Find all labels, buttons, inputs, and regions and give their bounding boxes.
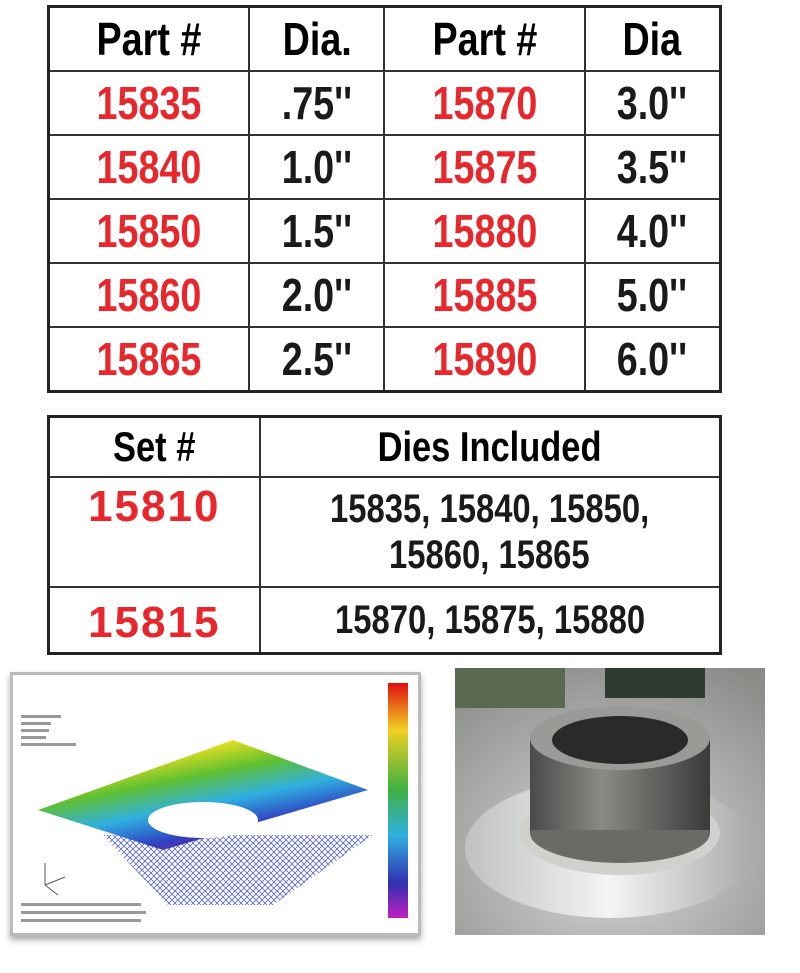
- header-label: Dies Included: [377, 423, 602, 470]
- table-row: 15840 1.0'' 15875 3.5'': [47, 134, 722, 200]
- cell-value: 15885: [432, 269, 537, 321]
- cell-value: 1.5'': [281, 205, 353, 257]
- table-row: 15850 1.5'' 15880 4.0'': [47, 198, 722, 264]
- dies-line: 15835, 15840, 15850,: [330, 487, 650, 531]
- header-label: Dia: [622, 13, 682, 65]
- table-row: 15835 .75'' 15870 3.0'': [47, 70, 722, 136]
- cell-value: 2.5'': [281, 333, 353, 385]
- diameter-cell: 3.0'': [583, 70, 722, 136]
- header-set: Set #: [47, 415, 261, 478]
- header-dia-1: Dia.: [248, 5, 386, 72]
- cell-value: 3.5'': [617, 141, 688, 193]
- table-row: 15860 2.0'' 15885 5.0'': [47, 262, 722, 328]
- cell-value: 15860: [96, 269, 202, 321]
- cell-value: 2.0'': [281, 269, 353, 321]
- cell-value: 15880: [432, 205, 537, 257]
- cell-value: 15870: [432, 77, 537, 129]
- parts-diameter-table: Part # Dia. Part # Dia 15835 .75'' 15870 3.…: [47, 5, 722, 393]
- diameter-cell: 1.0'': [248, 134, 386, 200]
- cell-value: 15890: [432, 333, 537, 385]
- part-number-cell: 15870: [383, 70, 586, 136]
- set-number: 15810: [47, 476, 261, 588]
- cell-value: 4.0'': [617, 205, 688, 257]
- diameter-cell: 6.0'': [583, 326, 722, 393]
- part-number-cell: 15885: [383, 262, 586, 328]
- cell-value: 3.0'': [617, 77, 688, 129]
- diameter-cell: 2.5'': [248, 326, 386, 393]
- diameter-cell: 2.0'': [248, 262, 386, 328]
- part-number-cell: 15840: [47, 134, 251, 200]
- die-product-photo: [455, 668, 765, 935]
- table-row: 15810 15835, 15840, 15850, 15860, 15865: [47, 476, 722, 588]
- table-row: 15865 2.5'' 15890 6.0'': [47, 326, 722, 393]
- cell-value: 15840: [96, 141, 202, 193]
- part-number-cell: 15875: [383, 134, 586, 200]
- cell-value: 15865: [96, 333, 202, 385]
- diameter-cell: 1.5'': [248, 198, 386, 264]
- cell-value: .75'': [281, 77, 353, 129]
- table-row: 15815 15870, 15875, 15880: [47, 586, 722, 654]
- part-number-cell: 15880: [383, 198, 586, 264]
- part-number-cell: 15860: [47, 262, 251, 328]
- part-number-cell: 15890: [383, 326, 586, 393]
- part-number-cell: 15865: [47, 326, 251, 393]
- cell-value: 5.0'': [617, 269, 688, 321]
- diameter-cell: 4.0'': [583, 198, 722, 264]
- diameter-cell: 3.5'': [583, 134, 722, 200]
- diameter-cell: 5.0'': [583, 262, 722, 328]
- table-header-row: Set # Dies Included: [47, 415, 722, 478]
- table-header-row: Part # Dia. Part # Dia: [47, 5, 722, 72]
- set-number: 15815: [47, 586, 261, 654]
- header-part-1: Part #: [47, 5, 251, 72]
- dies-included: 15870, 15875, 15880: [258, 586, 722, 654]
- cell-value: 15835: [96, 77, 202, 129]
- header-label: Part #: [432, 13, 537, 65]
- cell-value: 15850: [96, 205, 202, 257]
- dies-line: 15860, 15865: [389, 533, 591, 577]
- header-label: Dia.: [282, 13, 352, 65]
- sets-table: Set # Dies Included 15810 15835, 15840, …: [47, 415, 722, 655]
- dies-included: 15835, 15840, 15850, 15860, 15865: [258, 476, 722, 588]
- header-label: Part #: [96, 13, 202, 65]
- header-part-2: Part #: [383, 5, 586, 72]
- cell-value: 1.0'': [281, 141, 353, 193]
- diameter-cell: .75'': [248, 70, 386, 136]
- part-number-cell: 15835: [47, 70, 251, 136]
- fea-stress-simulation-image: [10, 672, 421, 936]
- cell-value: 15875: [432, 141, 537, 193]
- header-label: Set #: [113, 423, 196, 470]
- header-dies: Dies Included: [258, 415, 722, 478]
- part-number-cell: 15850: [47, 198, 251, 264]
- dies-line: 15870, 15875, 15880: [334, 597, 645, 642]
- cell-value: 6.0'': [617, 333, 688, 385]
- header-dia-2: Dia: [583, 5, 722, 72]
